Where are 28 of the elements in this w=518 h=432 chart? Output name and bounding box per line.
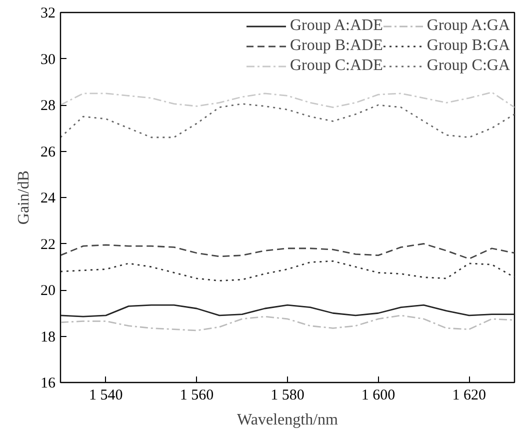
x-tick-label: 1 560 [180,388,214,404]
legend-label: Group B:ADE [290,37,383,55]
y-tick-label: 28 [40,98,56,114]
y-tick-label: 20 [40,283,56,299]
line-series [60,243,514,260]
y-tick-label: 30 [40,52,56,68]
y-tick-label: 24 [40,190,56,206]
y-axis-title: Gain/dB [16,170,32,225]
line-series [60,304,514,318]
line-series [60,260,514,282]
line-series [60,314,514,332]
x-axis-title: Wavelength/nm [237,412,339,428]
x-tick-label: 1 600 [361,388,396,404]
y-tick-label: 16 [40,376,56,392]
y-tick-label: 22 [40,236,56,253]
y-tick-label: 18 [40,329,56,346]
legend-label: Group A:ADE [290,17,383,35]
legend-label: Group B:GA [426,37,510,55]
y-tick-label: 26 [40,144,56,160]
line-series [60,103,514,138]
y-tick-label: 32 [40,6,56,22]
legend-label: Group C:GA [426,57,510,75]
x-tick-label: 1 580 [270,388,304,404]
line-series [60,92,514,108]
legend-label: Group A:GA [426,17,510,35]
x-tick-label: 1 540 [89,388,123,404]
x-tick-label: 1 620 [452,388,486,404]
legend-label: Group C:ADE [290,57,383,75]
